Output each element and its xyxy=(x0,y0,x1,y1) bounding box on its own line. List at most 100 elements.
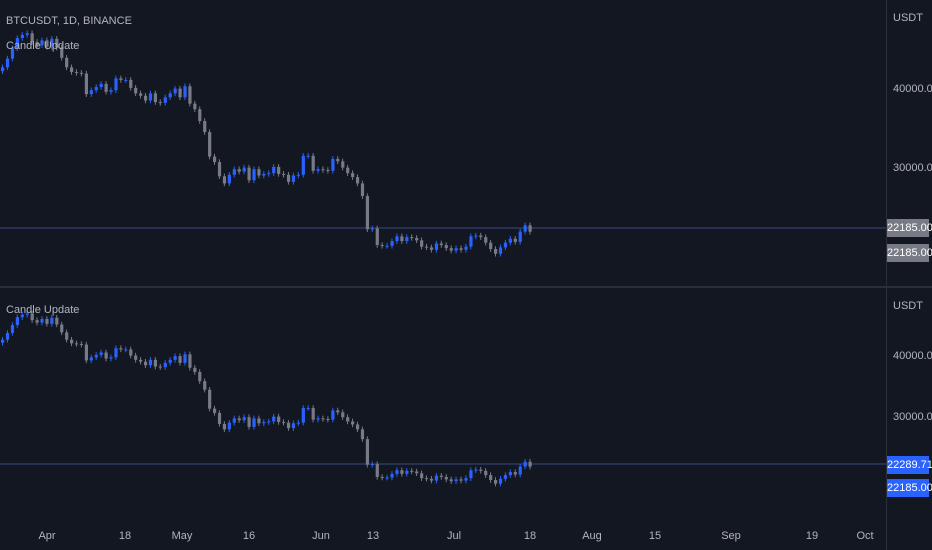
time-tick-label: 15 xyxy=(648,530,662,542)
candle-body xyxy=(232,418,236,423)
candle-body xyxy=(420,240,424,247)
candle-body xyxy=(370,464,374,466)
candle-body xyxy=(380,245,384,247)
candle-body xyxy=(143,361,148,366)
candle-body xyxy=(188,86,192,104)
price-tick-40000-top: 40000.00 xyxy=(893,83,932,95)
candle-body xyxy=(1,339,5,343)
candle-body xyxy=(35,42,39,46)
candle-body xyxy=(212,156,217,163)
candle-body xyxy=(341,412,345,418)
candle-body xyxy=(301,408,305,423)
candle-body xyxy=(114,78,118,91)
candle-body xyxy=(99,83,103,88)
candle-body xyxy=(415,471,419,474)
candle-body xyxy=(282,422,286,424)
candle-body xyxy=(277,166,281,174)
candle-body xyxy=(198,109,202,122)
candle-body xyxy=(143,95,148,101)
time-axis[interactable]: Apr 18 May 16 Jun 13 Jul 18 Aug 15 Sep 19 Oct xyxy=(0,522,886,550)
candle-body xyxy=(212,408,217,413)
indicator-pane[interactable]: Candle Update xyxy=(0,288,886,522)
candle-body xyxy=(84,344,89,361)
candle-body xyxy=(405,470,409,474)
candle-body xyxy=(173,356,177,360)
price-scale-bottom[interactable]: USDT 40000.00 30000.00 xyxy=(887,288,932,522)
candle-body xyxy=(291,423,296,429)
candle-body xyxy=(301,155,305,175)
candle-body xyxy=(508,472,512,476)
candle-body xyxy=(489,242,493,249)
time-tick-label: Jun xyxy=(312,530,330,542)
candle-body xyxy=(429,478,434,481)
candle-body xyxy=(479,235,483,238)
candle-body xyxy=(247,417,251,427)
price-scale-top[interactable]: USDT 40000.00 30000.00 xyxy=(887,0,932,286)
candle-body xyxy=(252,169,256,181)
candle-body xyxy=(311,155,315,171)
candle-body xyxy=(306,155,310,157)
price-tick-30000-bottom: 30000.00 xyxy=(893,411,932,423)
candle-body xyxy=(99,352,103,355)
candle-body xyxy=(395,236,399,242)
candle-body xyxy=(178,356,182,363)
time-tick-label: 18 xyxy=(523,530,537,542)
candle-body xyxy=(134,355,138,360)
candle-body xyxy=(242,417,246,421)
candle-body xyxy=(444,245,448,249)
candle-body xyxy=(203,121,207,133)
candle-body xyxy=(227,422,231,430)
candle-body xyxy=(336,410,340,413)
candle-body xyxy=(365,196,370,230)
candle-body xyxy=(65,57,69,68)
last-price-tag-top: 22185.00 xyxy=(887,219,932,237)
candle-body xyxy=(282,173,286,175)
candle-body xyxy=(79,72,84,74)
candle-body xyxy=(252,418,256,427)
candle-body xyxy=(10,48,15,59)
candle-body xyxy=(70,339,74,344)
candle-body xyxy=(513,472,517,475)
candle-body xyxy=(272,166,276,174)
candle-body xyxy=(405,237,409,242)
candle-body xyxy=(84,73,89,95)
candle-body xyxy=(449,248,453,251)
candle-body xyxy=(341,161,345,168)
candle-body xyxy=(158,366,162,368)
candle-body xyxy=(55,317,59,325)
indicator-legend-top[interactable]: Candle Update xyxy=(6,40,80,52)
candle-body xyxy=(183,354,187,363)
pane-separator[interactable] xyxy=(0,286,932,288)
candle-body xyxy=(168,93,172,98)
candle-body xyxy=(109,357,113,359)
candle-body xyxy=(267,173,271,175)
candle-body xyxy=(139,359,143,362)
candle-body xyxy=(237,418,241,421)
candle-body xyxy=(163,97,167,103)
candle-body xyxy=(498,478,503,484)
price-tick-30000-top: 30000.00 xyxy=(893,162,932,174)
time-tick-label: Apr xyxy=(38,530,56,542)
candle-body xyxy=(390,241,394,246)
main-chart-pane[interactable]: BTCUSDT, 1D, BINANCE Candle Update xyxy=(0,0,886,286)
candle-body xyxy=(35,320,39,323)
candle-body xyxy=(267,421,271,423)
candle-body xyxy=(104,352,108,359)
candle-body xyxy=(114,348,118,358)
currency-unit-top: USDT xyxy=(893,12,923,24)
candle-body xyxy=(193,367,197,373)
candle-body xyxy=(148,359,153,366)
close-price-tag-top: 22185.00 xyxy=(887,244,932,262)
candle-body xyxy=(385,477,389,479)
candle-body xyxy=(434,243,439,250)
symbol-legend[interactable]: BTCUSDT, 1D, BINANCE xyxy=(6,15,132,27)
indicator-legend-bottom[interactable]: Candle Update xyxy=(6,304,80,316)
candle-body xyxy=(198,372,202,382)
candle-body xyxy=(193,103,197,110)
candle-body xyxy=(257,418,261,424)
candle-body xyxy=(109,90,113,92)
candle-body xyxy=(420,473,424,479)
candle-body xyxy=(89,357,93,361)
candle-body xyxy=(346,167,350,174)
candle-body xyxy=(454,248,458,251)
